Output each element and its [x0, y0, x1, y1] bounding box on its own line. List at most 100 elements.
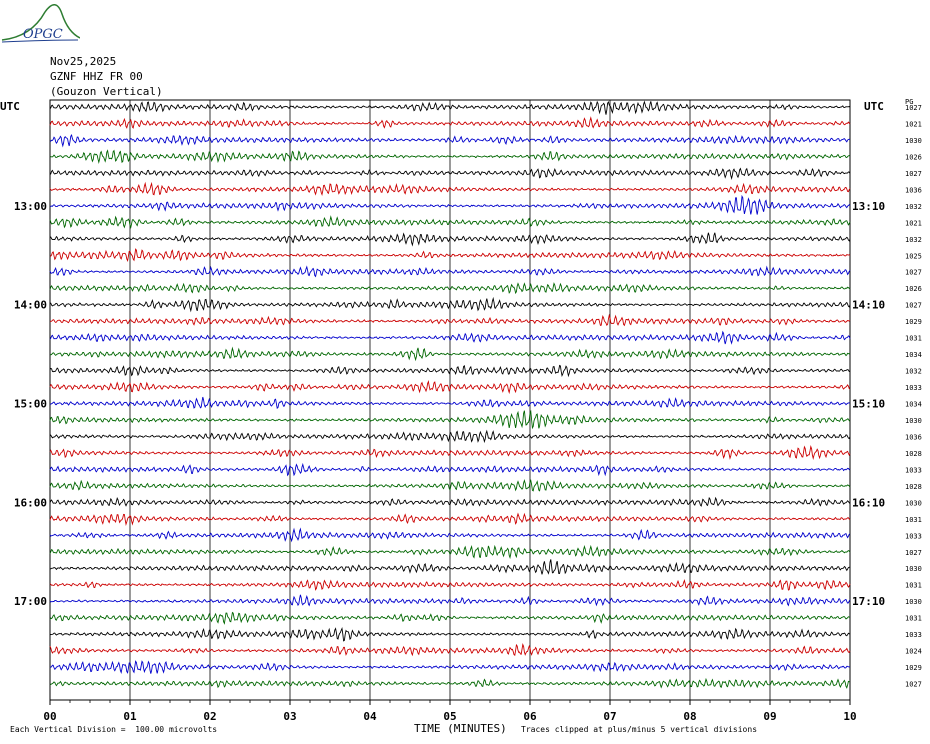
- seismic-trace: [49, 643, 851, 657]
- trace-right-value: 1030: [905, 499, 922, 507]
- seismic-trace: [49, 578, 851, 591]
- seismic-trace: [49, 496, 851, 507]
- seismic-trace: [49, 330, 851, 345]
- date-label: Nov25,2025: [50, 55, 117, 68]
- seismic-trace: [49, 544, 851, 560]
- seismic-trace: [49, 313, 851, 327]
- seismic-trace: [49, 594, 851, 607]
- trace-right-value: 1027: [905, 302, 922, 310]
- seismic-trace: [49, 364, 851, 378]
- x-tick-label: 04: [363, 710, 377, 723]
- seismic-trace: [49, 479, 851, 492]
- x-tick-label: 08: [683, 710, 696, 723]
- seismic-trace: [49, 380, 851, 395]
- trace-right-value: 1027: [905, 681, 922, 689]
- trace-right-value: 1028: [905, 450, 922, 458]
- seismic-trace: [49, 248, 851, 263]
- trace-right-value: 1031: [905, 335, 922, 343]
- trace-right-value: 1028: [905, 483, 922, 491]
- station-label: GZNF HHZ FR 00: [50, 70, 143, 83]
- division-note: Each Vertical Division = 100.00 microvol…: [10, 725, 218, 734]
- seismic-trace: [49, 346, 851, 362]
- x-tick-label: 01: [123, 710, 137, 723]
- right-column-label: PG: [905, 98, 913, 106]
- trace-right-value: 1030: [905, 598, 922, 606]
- trace-right-value: 1036: [905, 186, 922, 194]
- seismic-trace: [49, 116, 851, 129]
- seismic-trace: [49, 265, 851, 278]
- seismic-trace: [49, 527, 851, 543]
- trace-right-value: 1029: [905, 664, 922, 672]
- seismic-trace: [49, 559, 851, 575]
- left-time-label: 14:00: [14, 299, 47, 312]
- seismic-trace: [49, 181, 851, 197]
- trace-right-value: 1027: [905, 269, 922, 277]
- logo-text: OPGC: [23, 27, 63, 42]
- seismic-trace: [49, 627, 851, 642]
- seismic-trace: [49, 660, 851, 675]
- right-time-label: 16:10: [852, 496, 885, 509]
- trace-right-value: 1027: [905, 104, 922, 112]
- trace-right-value: 1033: [905, 631, 922, 639]
- trace-right-value: 1033: [905, 384, 922, 392]
- seismic-trace: [49, 462, 851, 477]
- seismic-trace: [49, 133, 851, 148]
- seismic-trace: [49, 409, 851, 430]
- location-label: (Gouzon Vertical): [50, 85, 163, 98]
- opgc-logo: OPGC: [0, 0, 81, 45]
- seismic-trace: [49, 429, 851, 444]
- seismic-trace: [49, 282, 851, 295]
- trace-right-value: 1027: [905, 170, 922, 178]
- x-tick-label: 07: [603, 710, 616, 723]
- trace-right-value: 1024: [905, 648, 922, 656]
- right-time-label: 17:10: [852, 595, 885, 608]
- seismic-trace: [49, 149, 851, 164]
- trace-right-value: 1031: [905, 582, 922, 590]
- right-utc-label: UTC: [864, 100, 884, 113]
- trace-right-value: 1034: [905, 401, 922, 409]
- trace-right-value: 1030: [905, 417, 922, 425]
- x-tick-label: 00: [43, 710, 56, 723]
- x-axis-label: TIME (MINUTES): [414, 722, 507, 735]
- seismic-trace: [49, 167, 851, 181]
- x-tick-label: 03: [283, 710, 296, 723]
- left-time-label: 15:00: [14, 398, 47, 411]
- x-tick-label: 10: [843, 710, 856, 723]
- trace-right-value: 1021: [905, 120, 922, 128]
- trace-right-value: 1021: [905, 219, 922, 227]
- trace-right-value: 1033: [905, 466, 922, 474]
- x-tick-label: 02: [203, 710, 216, 723]
- trace-right-value: 1030: [905, 565, 922, 573]
- trace-right-value: 1030: [905, 137, 922, 145]
- trace-right-value: 1026: [905, 153, 922, 161]
- trace-right-value: 1031: [905, 516, 922, 524]
- seismic-trace: [49, 296, 851, 313]
- trace-right-value: 1031: [905, 615, 922, 623]
- seismic-trace: [49, 512, 851, 526]
- trace-right-value: 1025: [905, 252, 922, 260]
- x-tick-label: 06: [523, 710, 537, 723]
- trace-right-value: 1026: [905, 285, 922, 293]
- right-time-label: 13:10: [852, 200, 885, 213]
- seismic-trace: [49, 100, 851, 115]
- trace-right-value: 1033: [905, 532, 922, 540]
- seismic-trace: [49, 677, 851, 689]
- trace-right-value: 1032: [905, 236, 922, 244]
- trace-right-value: 1027: [905, 549, 922, 557]
- left-utc-label: UTC: [0, 100, 20, 113]
- trace-right-value: 1029: [905, 318, 922, 326]
- trace-right-value: 1036: [905, 433, 922, 441]
- right-time-label: 14:10: [852, 299, 885, 312]
- seismic-trace: [49, 445, 851, 461]
- x-tick-label: 09: [763, 710, 776, 723]
- trace-right-value: 1034: [905, 351, 922, 359]
- trace-right-value: 1032: [905, 368, 922, 376]
- left-time-label: 17:00: [14, 595, 47, 608]
- seismic-trace: [49, 215, 851, 229]
- left-time-label: 16:00: [14, 496, 47, 509]
- left-time-label: 13:00: [14, 200, 47, 213]
- seismic-trace: [49, 194, 851, 215]
- right-time-label: 15:10: [852, 398, 885, 411]
- trace-right-value: 1032: [905, 203, 922, 211]
- seismic-trace: [49, 611, 851, 625]
